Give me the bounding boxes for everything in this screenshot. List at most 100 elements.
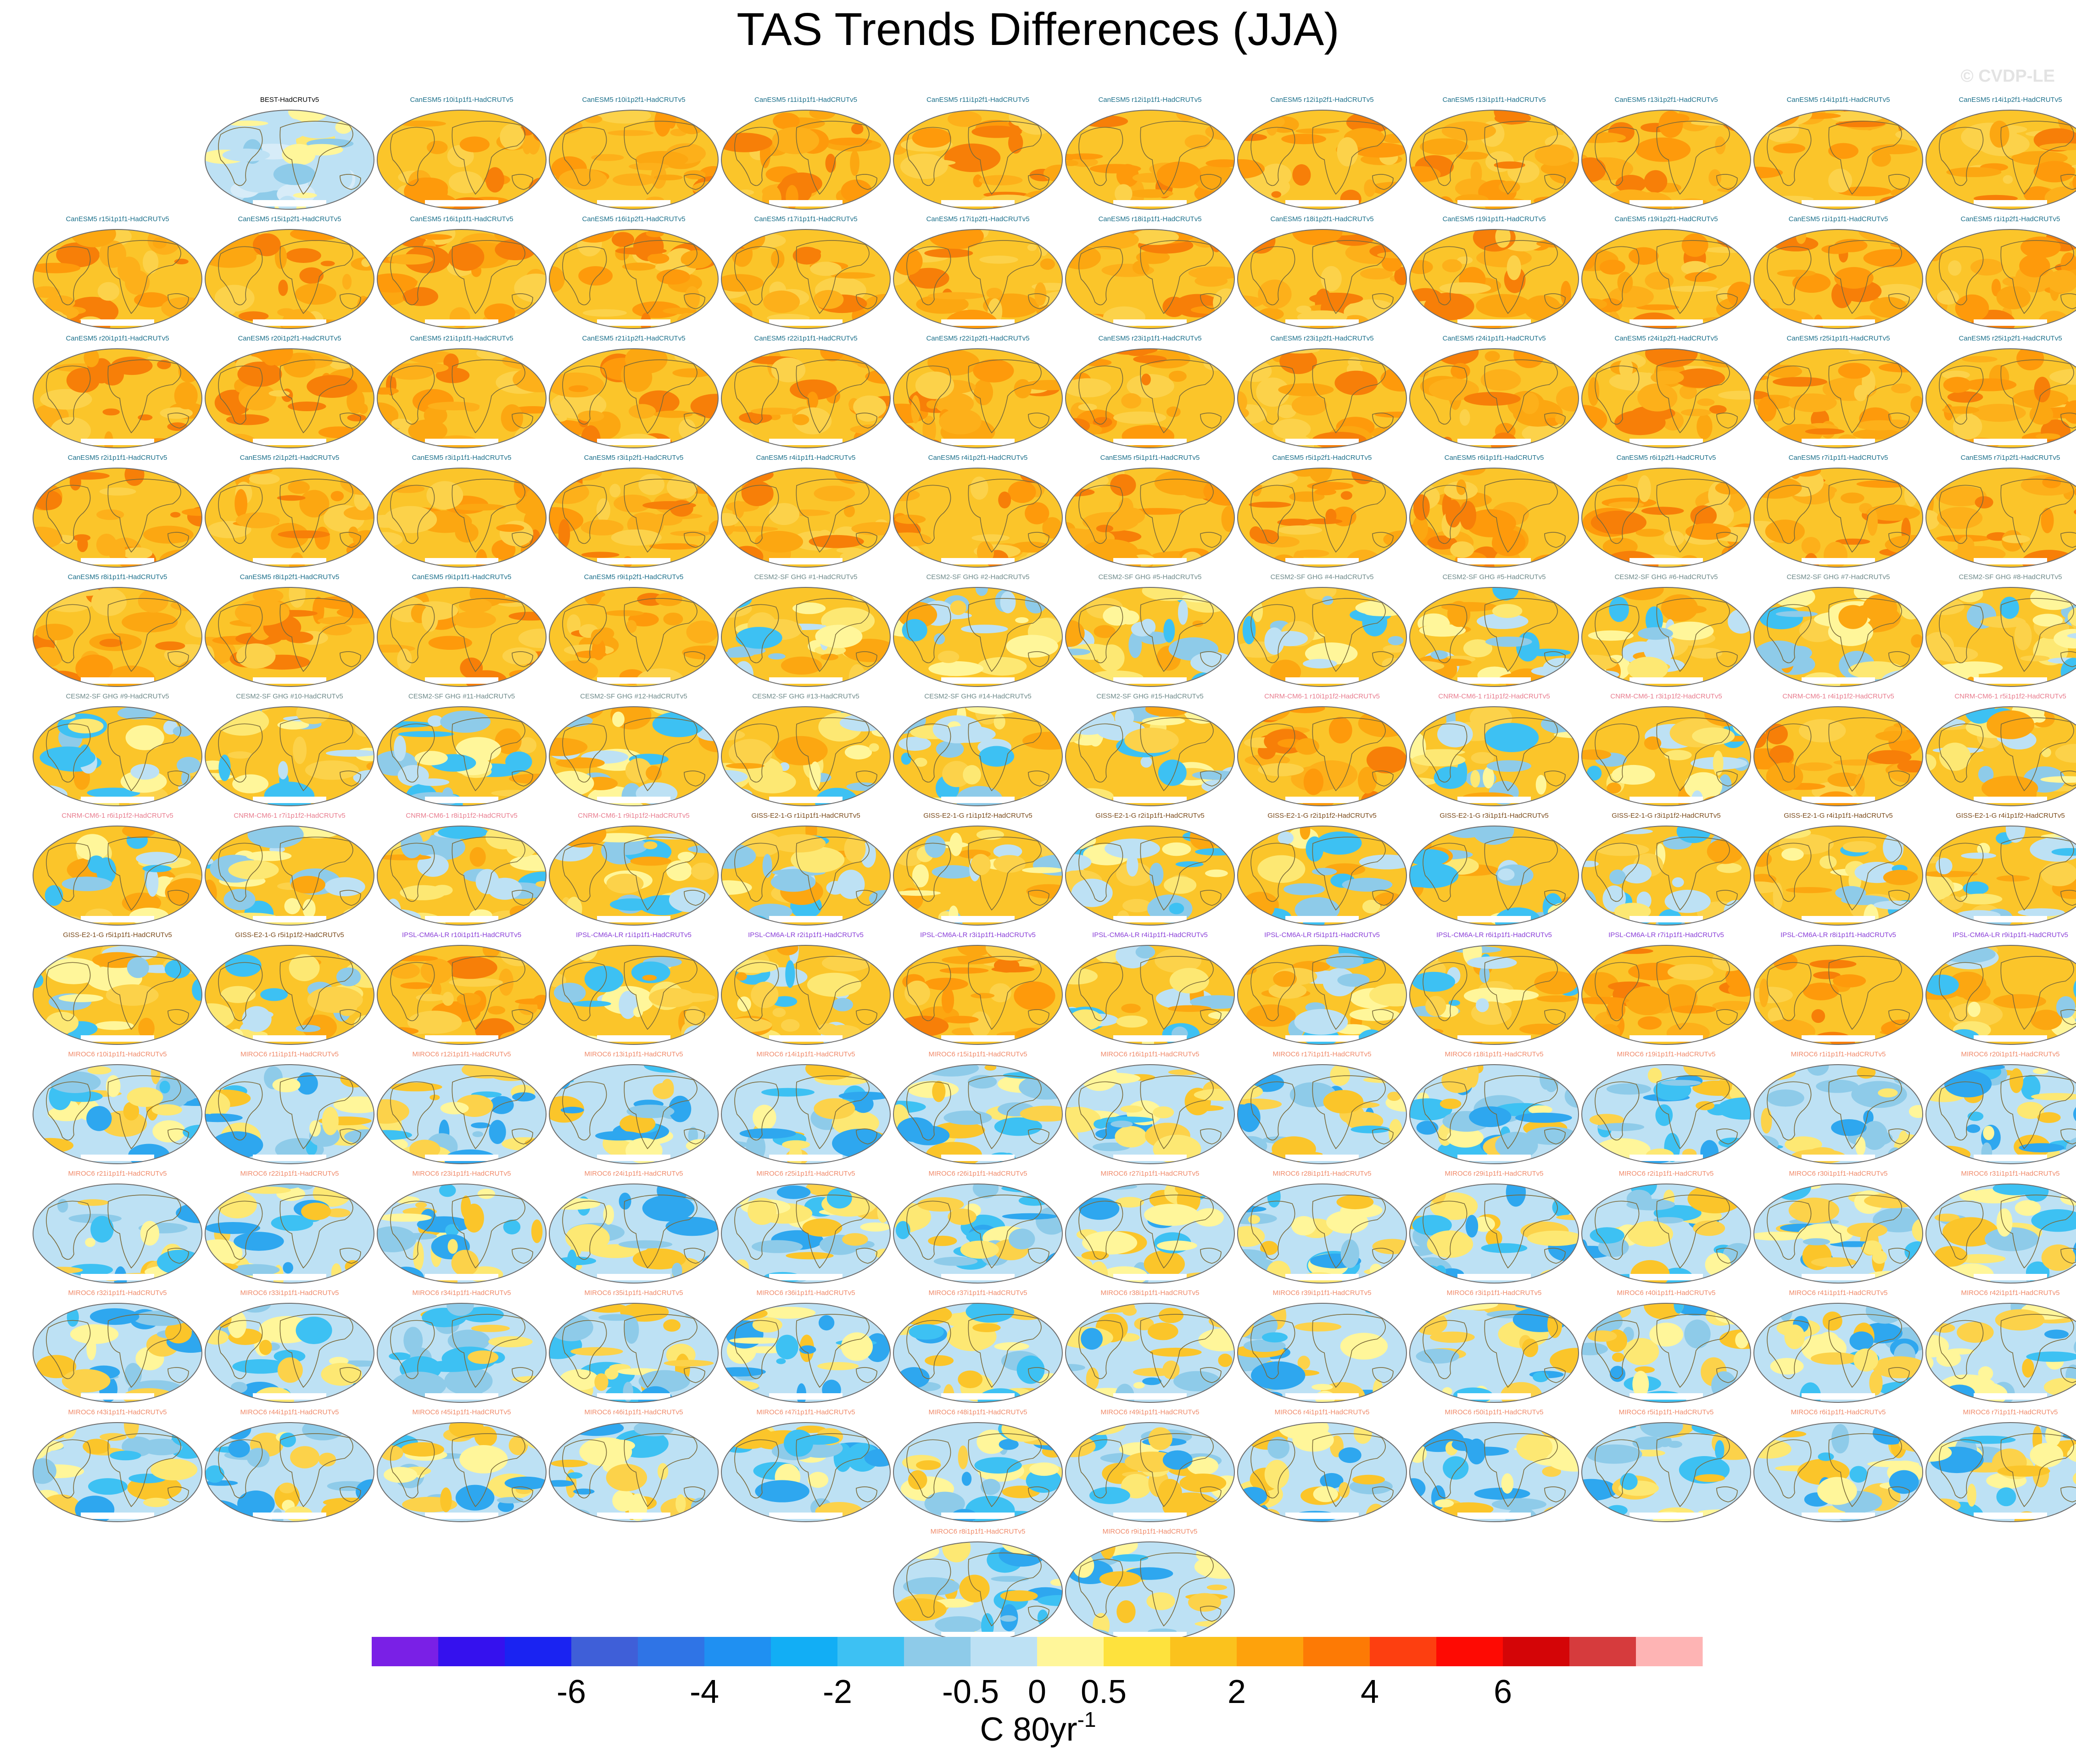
missing-data: [1630, 677, 1703, 684]
coastline: [856, 1248, 877, 1264]
map-blob: [2041, 748, 2051, 758]
map-border: [549, 348, 719, 448]
coastline: [1716, 1128, 1738, 1144]
watermark: © CVDP-LE: [1961, 67, 2055, 86]
map-blob: [235, 168, 284, 193]
map-blob: [1427, 1230, 1473, 1258]
map-blob: [1296, 305, 1311, 313]
map-blob: [1828, 168, 1853, 193]
missing-data: [941, 1155, 1015, 1161]
map-blob: [1260, 1241, 1278, 1256]
missing-data: [597, 1274, 670, 1280]
map-field: [33, 826, 202, 925]
missing-data: [1113, 916, 1187, 922]
map-blob: [614, 494, 652, 513]
map-blob: [1262, 1332, 1288, 1343]
map-border: [893, 1183, 1063, 1284]
missing-data: [253, 319, 326, 326]
map-blob: [902, 159, 956, 166]
map-blob: [781, 1019, 800, 1032]
map-blob: [1306, 836, 1324, 862]
map-blob: [763, 290, 800, 313]
map-blob: [1148, 1323, 1178, 1340]
map-blob: [2005, 826, 2026, 843]
map-blob: [1942, 1217, 1998, 1247]
map-blob: [296, 1317, 332, 1345]
map-blob: [1337, 137, 1358, 167]
map-blob: [814, 1098, 855, 1119]
map-blob: [629, 404, 656, 419]
map-blob: [88, 1478, 128, 1495]
map-blob: [290, 1446, 320, 1468]
map-blob: [460, 657, 483, 679]
coastline: [1078, 246, 1123, 306]
map-blob: [1140, 756, 1152, 768]
coastline: [218, 246, 263, 306]
coastline: [46, 1081, 91, 1141]
map-blob: [974, 1457, 1022, 1474]
coastline: [624, 240, 698, 314]
map-blob: [1708, 169, 1722, 186]
map-blob: [1133, 1382, 1145, 1389]
map-blob: [1811, 1009, 1825, 1023]
map-blob: [1002, 1213, 1057, 1220]
coastline: [1544, 532, 1566, 548]
map-field: [377, 707, 546, 806]
map-blob: [2019, 254, 2050, 278]
panel-title: MIROC6 r6i1p1f1-HadCRUTv5: [1791, 1408, 1886, 1416]
map-blob: [939, 726, 996, 743]
map-blob: [1609, 869, 1626, 885]
missing-data: [1113, 558, 1187, 564]
coastline: [1939, 127, 1984, 186]
map-blob: [100, 1433, 127, 1441]
map-panel: MIROC6 r31i1p1f1-HadCRUTv5: [1925, 1170, 2076, 1284]
map-blob: [1162, 842, 1191, 856]
panel-title: CanESM5 r24i1p2f1-HadCRUTv5: [1614, 335, 1718, 342]
coastline: [1250, 1200, 1295, 1260]
map-blob: [844, 835, 866, 863]
map-blob: [1606, 1083, 1652, 1095]
panel-title: MIROC6 r43i1p1f1-HadCRUTv5: [68, 1408, 167, 1416]
map-blob: [991, 966, 1035, 972]
map-blob: [947, 111, 982, 127]
coastline: [1595, 604, 1640, 664]
coastline: [279, 1314, 353, 1388]
map-blob: [1127, 374, 1174, 398]
map-blob: [1317, 831, 1362, 855]
map-blob: [1655, 1104, 1673, 1126]
map-blob: [898, 737, 931, 751]
map-blob: [1467, 1065, 1479, 1088]
missing-data: [81, 916, 154, 922]
coastline: [1939, 485, 1984, 544]
map-panel: MIROC6 r20i1p1f1-HadCRUTv5: [1925, 1050, 2076, 1164]
coastline: [1423, 1081, 1468, 1141]
coastline: [1716, 532, 1738, 548]
map-blob: [942, 761, 971, 787]
map-blob: [549, 372, 604, 398]
map-blob: [1870, 297, 1908, 318]
coastline: [340, 293, 361, 309]
coastline: [279, 479, 353, 553]
map-blob: [1835, 886, 1866, 900]
missing-data: [1457, 916, 1531, 922]
map-blob: [792, 602, 826, 614]
map-blob: [1115, 1197, 1144, 1208]
map-border: [1237, 110, 1407, 210]
coastline: [684, 770, 705, 787]
map-border: [1237, 348, 1407, 448]
coastline: [2000, 717, 2074, 792]
map-blob: [1773, 143, 1806, 154]
map-blob: [1608, 501, 1644, 508]
map-blob: [1495, 1132, 1538, 1159]
missing-data: [1802, 439, 1875, 445]
map-blob: [83, 1439, 111, 1454]
map-blob: [1273, 971, 1297, 987]
map-field: [205, 229, 374, 329]
map-field: [1754, 468, 1923, 567]
map-blob: [1133, 355, 1167, 363]
coastline: [46, 365, 91, 425]
map-blob: [979, 255, 1018, 264]
map-blob: [2003, 175, 2013, 184]
map-blob: [442, 992, 454, 1006]
map-blob: [1827, 772, 1862, 787]
